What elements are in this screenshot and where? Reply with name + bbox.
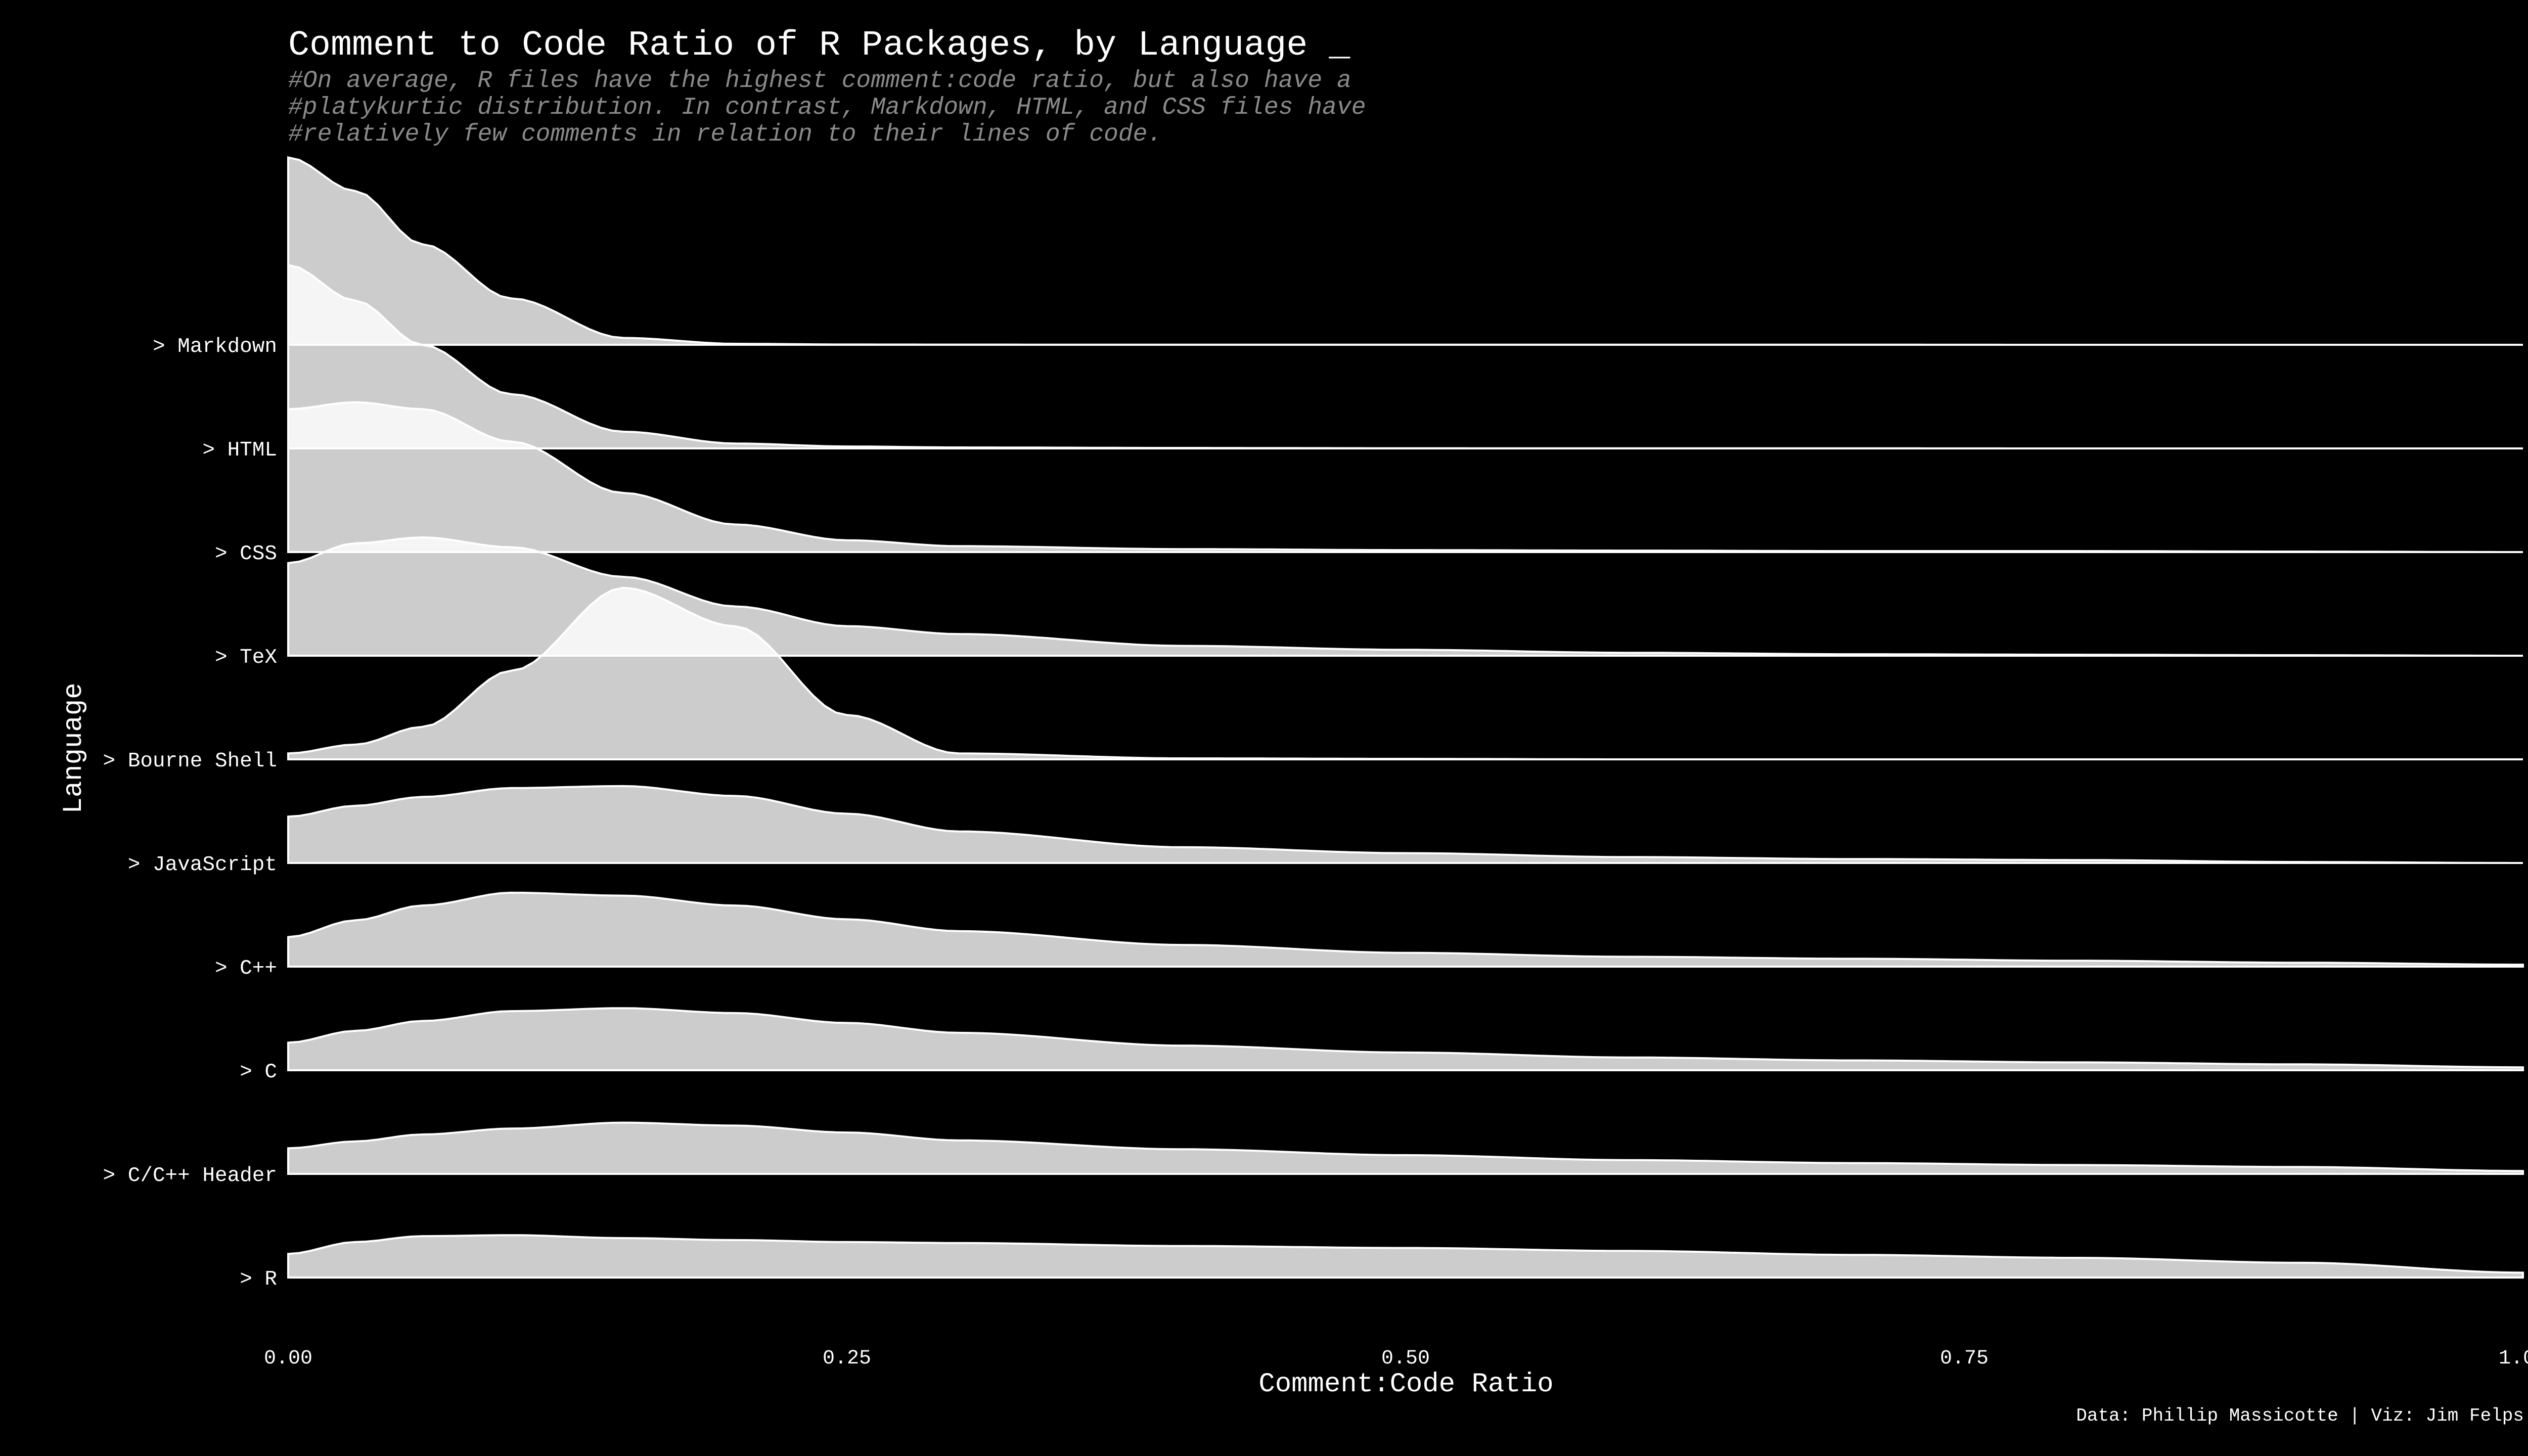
y-axis-title: Language xyxy=(59,682,89,813)
chart-caption: Data: Phillip Massicotte | Viz: Jim Felp… xyxy=(2076,1405,2524,1426)
category-label-c-c-header: > C/C++ Header xyxy=(103,1164,277,1188)
ridge-css xyxy=(287,401,2523,553)
ridge-javascript xyxy=(287,785,2523,864)
category-label-r: > R xyxy=(240,1268,277,1291)
ridge-c xyxy=(287,1007,2524,1071)
category-label-c: > C++ xyxy=(215,957,277,980)
x-tick-label: 0.25 xyxy=(823,1347,871,1370)
category-label-markdown: > Markdown xyxy=(153,335,277,358)
category-label-bourne-shell: > Bourne Shell xyxy=(103,750,277,773)
category-labels-group: > Markdown > HTML > CSS > TeX > Bourne Shell… xyxy=(103,335,277,1291)
chart-subtitle-line-3: #relatively few comments in relation to … xyxy=(288,121,1162,148)
ridge-c xyxy=(287,891,2524,968)
x-tick-label: 0.75 xyxy=(1940,1347,1989,1370)
x-axis-title: Comment:Code Ratio xyxy=(1258,1369,1553,1400)
x-tick-label: 1.00 xyxy=(2499,1347,2528,1370)
chart-subtitle-line-1: #On average, R files have the highest co… xyxy=(288,67,1351,95)
ridge-c-c-header xyxy=(287,1121,2524,1175)
ridge-html xyxy=(287,263,2523,449)
category-label-c: > C xyxy=(240,1061,277,1084)
category-label-javascript: > JavaScript xyxy=(128,853,277,877)
ridge-r xyxy=(287,1234,2524,1279)
ridge-bourne-shell xyxy=(287,586,2523,760)
x-tick-label: 0.00 xyxy=(264,1347,312,1370)
category-label-css: > CSS xyxy=(215,542,277,566)
x-tick-label: 0.50 xyxy=(1381,1347,1430,1370)
category-label-tex: > TeX xyxy=(215,646,277,669)
ridges-group xyxy=(287,156,2524,1279)
chart-subtitle-line-2: #platykurtic distribution. In contrast, … xyxy=(288,94,1366,121)
chart-title: Comment to Code Ratio of R Packages, by … xyxy=(288,26,1350,66)
x-axis-ticks-group: 0.00 0.25 0.50 0.75 1.00 xyxy=(264,1347,2528,1370)
ridge-markdown xyxy=(287,156,2523,346)
category-label-html: > HTML xyxy=(202,439,277,462)
